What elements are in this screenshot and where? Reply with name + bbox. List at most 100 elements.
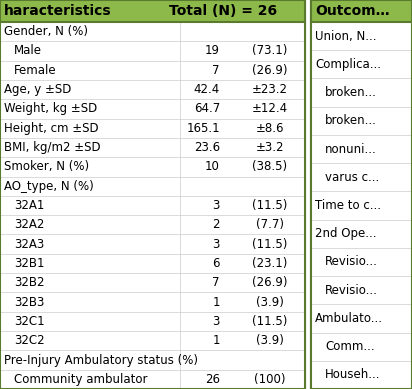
- Text: ±3.2: ±3.2: [256, 141, 284, 154]
- Text: Ambulato...: Ambulato...: [315, 312, 383, 325]
- Text: ±23.2: ±23.2: [252, 83, 288, 96]
- Bar: [1, 157, 304, 177]
- Text: Time to c...: Time to c...: [315, 199, 381, 212]
- Bar: [1, 138, 304, 157]
- Text: (11.5): (11.5): [252, 199, 288, 212]
- Text: 3: 3: [213, 315, 220, 328]
- Text: 1: 1: [213, 334, 220, 347]
- Text: 26: 26: [205, 373, 220, 386]
- Text: Pre-Injury Ambulatory status (%): Pre-Injury Ambulatory status (%): [4, 354, 198, 366]
- Text: (11.5): (11.5): [252, 315, 288, 328]
- Bar: [1, 119, 304, 138]
- Text: Male: Male: [14, 44, 42, 58]
- Text: Revisio...: Revisio...: [325, 284, 378, 297]
- Text: 7: 7: [213, 64, 220, 77]
- Text: Comm...: Comm...: [325, 340, 375, 353]
- Text: Complica...: Complica...: [315, 58, 381, 71]
- Text: Union, N...: Union, N...: [315, 30, 377, 43]
- Text: ±12.4: ±12.4: [252, 102, 288, 116]
- Text: Height, cm ±SD: Height, cm ±SD: [4, 122, 98, 135]
- Bar: [312, 50, 411, 79]
- Text: (26.9): (26.9): [252, 64, 288, 77]
- Bar: [1, 177, 304, 196]
- Bar: [312, 79, 411, 107]
- Bar: [1, 80, 304, 99]
- Bar: [312, 361, 411, 389]
- Bar: [311, 0, 412, 22]
- Bar: [1, 254, 304, 273]
- Text: Total (N) = 26: Total (N) = 26: [169, 4, 277, 18]
- Text: broken...: broken...: [325, 114, 377, 127]
- Bar: [1, 293, 304, 312]
- Text: (3.9): (3.9): [256, 334, 284, 347]
- Text: 32C1: 32C1: [14, 315, 44, 328]
- Text: (3.9): (3.9): [256, 296, 284, 308]
- Text: (23.1): (23.1): [252, 257, 288, 270]
- Text: 23.6: 23.6: [194, 141, 220, 154]
- Text: 165.1: 165.1: [186, 122, 220, 135]
- Text: Age, y ±SD: Age, y ±SD: [4, 83, 71, 96]
- Bar: [312, 276, 411, 304]
- Bar: [1, 273, 304, 293]
- Bar: [1, 331, 304, 350]
- Text: 32A3: 32A3: [14, 238, 44, 251]
- Text: 1: 1: [213, 296, 220, 308]
- Bar: [1, 22, 304, 41]
- Bar: [1, 235, 304, 254]
- Bar: [1, 41, 304, 61]
- Bar: [312, 135, 411, 163]
- Bar: [1, 350, 304, 370]
- Text: 7: 7: [213, 276, 220, 289]
- Text: 19: 19: [205, 44, 220, 58]
- Text: 32B3: 32B3: [14, 296, 44, 308]
- Bar: [1, 196, 304, 215]
- Text: Weight, kg ±SD: Weight, kg ±SD: [4, 102, 97, 116]
- Text: ±8.6: ±8.6: [256, 122, 284, 135]
- Bar: [1, 99, 304, 119]
- Bar: [1, 61, 304, 80]
- Text: 32B1: 32B1: [14, 257, 44, 270]
- Bar: [312, 163, 411, 191]
- Text: 3: 3: [213, 238, 220, 251]
- Text: Outcom…: Outcom…: [315, 4, 390, 18]
- Text: 3: 3: [213, 199, 220, 212]
- Text: 64.7: 64.7: [194, 102, 220, 116]
- Text: (26.9): (26.9): [252, 276, 288, 289]
- Bar: [1, 370, 304, 389]
- Text: 32A1: 32A1: [14, 199, 44, 212]
- Text: (7.7): (7.7): [256, 218, 284, 231]
- Text: broken...: broken...: [325, 86, 377, 99]
- Bar: [312, 304, 411, 333]
- Bar: [312, 248, 411, 276]
- Text: BMI, kg/m2 ±SD: BMI, kg/m2 ±SD: [4, 141, 101, 154]
- Text: 32A2: 32A2: [14, 218, 44, 231]
- Text: Househ...: Househ...: [325, 368, 381, 381]
- Bar: [312, 22, 411, 50]
- Text: Gender, N (%): Gender, N (%): [4, 25, 88, 38]
- Text: Smoker, N (%): Smoker, N (%): [4, 160, 89, 173]
- Text: 32C2: 32C2: [14, 334, 44, 347]
- Text: (38.5): (38.5): [253, 160, 288, 173]
- Text: 6: 6: [213, 257, 220, 270]
- Bar: [312, 333, 411, 361]
- Text: 10: 10: [205, 160, 220, 173]
- Text: haracteristics: haracteristics: [4, 4, 112, 18]
- Bar: [1, 312, 304, 331]
- Text: (100): (100): [254, 373, 286, 386]
- Text: Revisio...: Revisio...: [325, 256, 378, 268]
- Text: AO_type, N (%): AO_type, N (%): [4, 180, 94, 193]
- Text: varus c...: varus c...: [325, 171, 379, 184]
- Bar: [0, 0, 305, 22]
- Bar: [1, 215, 304, 235]
- Text: Female: Female: [14, 64, 56, 77]
- Text: (73.1): (73.1): [252, 44, 288, 58]
- Bar: [312, 220, 411, 248]
- Text: 42.4: 42.4: [194, 83, 220, 96]
- Text: 2: 2: [213, 218, 220, 231]
- Text: 32B2: 32B2: [14, 276, 44, 289]
- Bar: [312, 107, 411, 135]
- Bar: [311, 0, 412, 389]
- Text: 2nd Ope...: 2nd Ope...: [315, 227, 377, 240]
- Text: Community ambulator: Community ambulator: [14, 373, 147, 386]
- Bar: [0, 0, 305, 389]
